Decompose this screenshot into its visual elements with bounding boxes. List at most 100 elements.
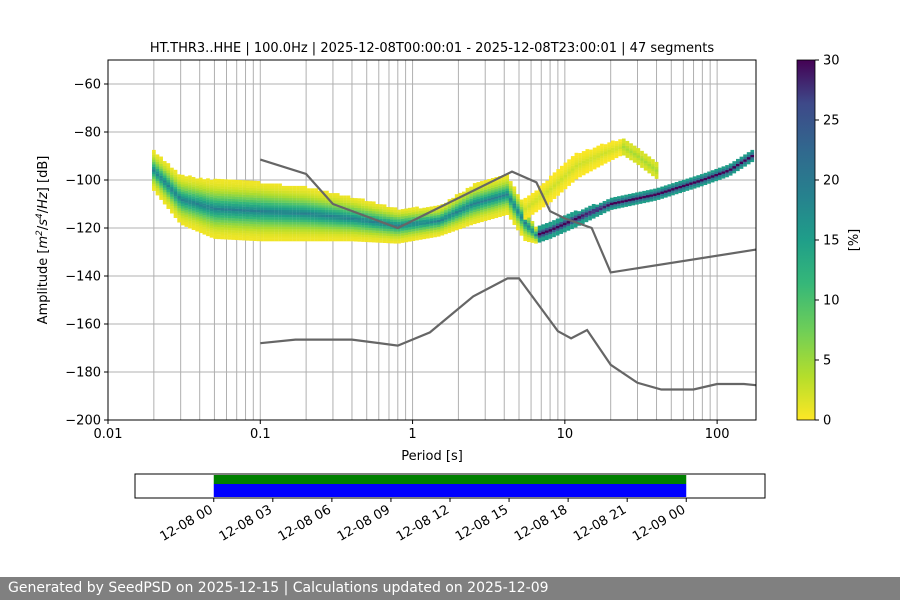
- heatmap-cell: [689, 184, 693, 188]
- heatmap-cell: [483, 216, 488, 219]
- heatmap-cell: [645, 194, 650, 198]
- heatmap-cell: [743, 154, 747, 158]
- heatmap-cell: [321, 212, 326, 215]
- heatmap-cell: [224, 217, 228, 221]
- heatmap-cell: [281, 207, 286, 211]
- heatmap-cell: [618, 146, 622, 150]
- heatmap-cell: [184, 185, 189, 189]
- heatmap-cell: [559, 221, 564, 225]
- heatmap-cell: [397, 228, 401, 232]
- heatmap-cell: [462, 203, 466, 207]
- heatmap-cell: [180, 189, 185, 192]
- heatmap-cell: [411, 209, 416, 213]
- heatmap-cell: [519, 204, 524, 207]
- heatmap-cell: [289, 202, 293, 206]
- heatmap-cell: [260, 226, 264, 230]
- heatmap-cell: [371, 213, 376, 217]
- heatmap-cell: [252, 185, 257, 189]
- heatmap-cell: [224, 232, 228, 235]
- heatmap-cell: [501, 211, 506, 214]
- heatmap-cell: [505, 178, 510, 182]
- heatmap-cell: [508, 212, 513, 215]
- heatmap-cell: [632, 145, 637, 149]
- heatmap-cell: [458, 204, 463, 208]
- heatmap-cell: [191, 210, 196, 214]
- heatmap-cell: [678, 183, 683, 186]
- heatmap-cell: [559, 170, 564, 174]
- heatmap-cell: [404, 218, 409, 221]
- heatmap-cell: [588, 215, 592, 218]
- heatmap-cell: [227, 186, 232, 190]
- heatmap-cell: [556, 173, 561, 177]
- heatmap-cell: [155, 161, 160, 165]
- heatmap-cell: [418, 210, 423, 214]
- heatmap-cell: [317, 205, 322, 208]
- heatmap-cell: [317, 219, 322, 223]
- heatmap-cell: [289, 197, 293, 201]
- heatmap-cell: [663, 187, 668, 191]
- heatmap-cell: [260, 214, 264, 218]
- heatmap-cell: [596, 157, 601, 161]
- heatmap-cell: [317, 233, 322, 237]
- heatmap-cell: [346, 231, 351, 235]
- heatmap-cell: [152, 152, 156, 155]
- heatmap-cell: [508, 188, 513, 191]
- heatmap-cell: [173, 208, 178, 211]
- heatmap-cell: [195, 197, 199, 201]
- heatmap-cell: [404, 215, 409, 219]
- heatmap-cell: [213, 200, 218, 203]
- heatmap-cell: [177, 200, 181, 204]
- heatmap-cell: [364, 232, 369, 235]
- heatmap-cell: [314, 226, 318, 230]
- heatmap-cell: [462, 218, 466, 221]
- heatmap-cell: [418, 232, 423, 235]
- heatmap-cell: [317, 200, 322, 203]
- heatmap-cell: [627, 201, 632, 204]
- heatmap-cell: [285, 221, 290, 225]
- heatmap-cell: [638, 194, 643, 197]
- heatmap-cell: [357, 236, 362, 240]
- heatmap-cell: [263, 197, 268, 201]
- heatmap-cell: [353, 200, 358, 204]
- heatmap-cell: [166, 199, 171, 202]
- heatmap-cell: [404, 237, 409, 240]
- heatmap-cell: [541, 238, 546, 242]
- heatmap-cell: [216, 222, 221, 225]
- heatmap-cell: [674, 189, 679, 192]
- heatmap-cell: [397, 219, 401, 222]
- heatmap-cell: [206, 219, 210, 222]
- heatmap-cell: [173, 201, 178, 204]
- heatmap-cell: [404, 227, 409, 231]
- heatmap-cell: [332, 236, 336, 239]
- heatmap-cell: [245, 221, 250, 224]
- heatmap-cell: [451, 202, 455, 206]
- heatmap-cell: [220, 212, 225, 216]
- heatmap-cell: [411, 233, 416, 237]
- heatmap-cell: [490, 206, 495, 210]
- heatmap-cell: [155, 183, 160, 186]
- heatmap-cell: [651, 171, 655, 174]
- heatmap-cell: [249, 235, 254, 239]
- heatmap-cell: [371, 230, 376, 233]
- heatmap-cell: [462, 206, 466, 209]
- heatmap-cell: [285, 231, 290, 235]
- heatmap-cell: [407, 217, 412, 221]
- heatmap-cell: [170, 201, 174, 204]
- heatmap-cell: [353, 207, 358, 211]
- heatmap-cell: [307, 190, 311, 194]
- heatmap-cell: [512, 215, 517, 218]
- heatmap-cell: [574, 176, 579, 180]
- heatmap-cell: [346, 238, 351, 242]
- heatmap-cell: [170, 206, 174, 209]
- psd-figure: HT.THR3..HHE | 100.0Hz | 2025-12-08T00:0…: [35, 41, 862, 545]
- heatmap-cell: [198, 220, 203, 224]
- heatmap-cell: [415, 225, 419, 229]
- heatmap-cell: [188, 177, 192, 181]
- heatmap-cell: [570, 177, 575, 181]
- heatmap-cell: [728, 168, 733, 171]
- heatmap-cell: [299, 209, 304, 213]
- heatmap-cell: [285, 233, 290, 237]
- heatmap-cell: [224, 184, 228, 187]
- heatmap-cell: [537, 232, 542, 236]
- heatmap-cell: [562, 229, 567, 233]
